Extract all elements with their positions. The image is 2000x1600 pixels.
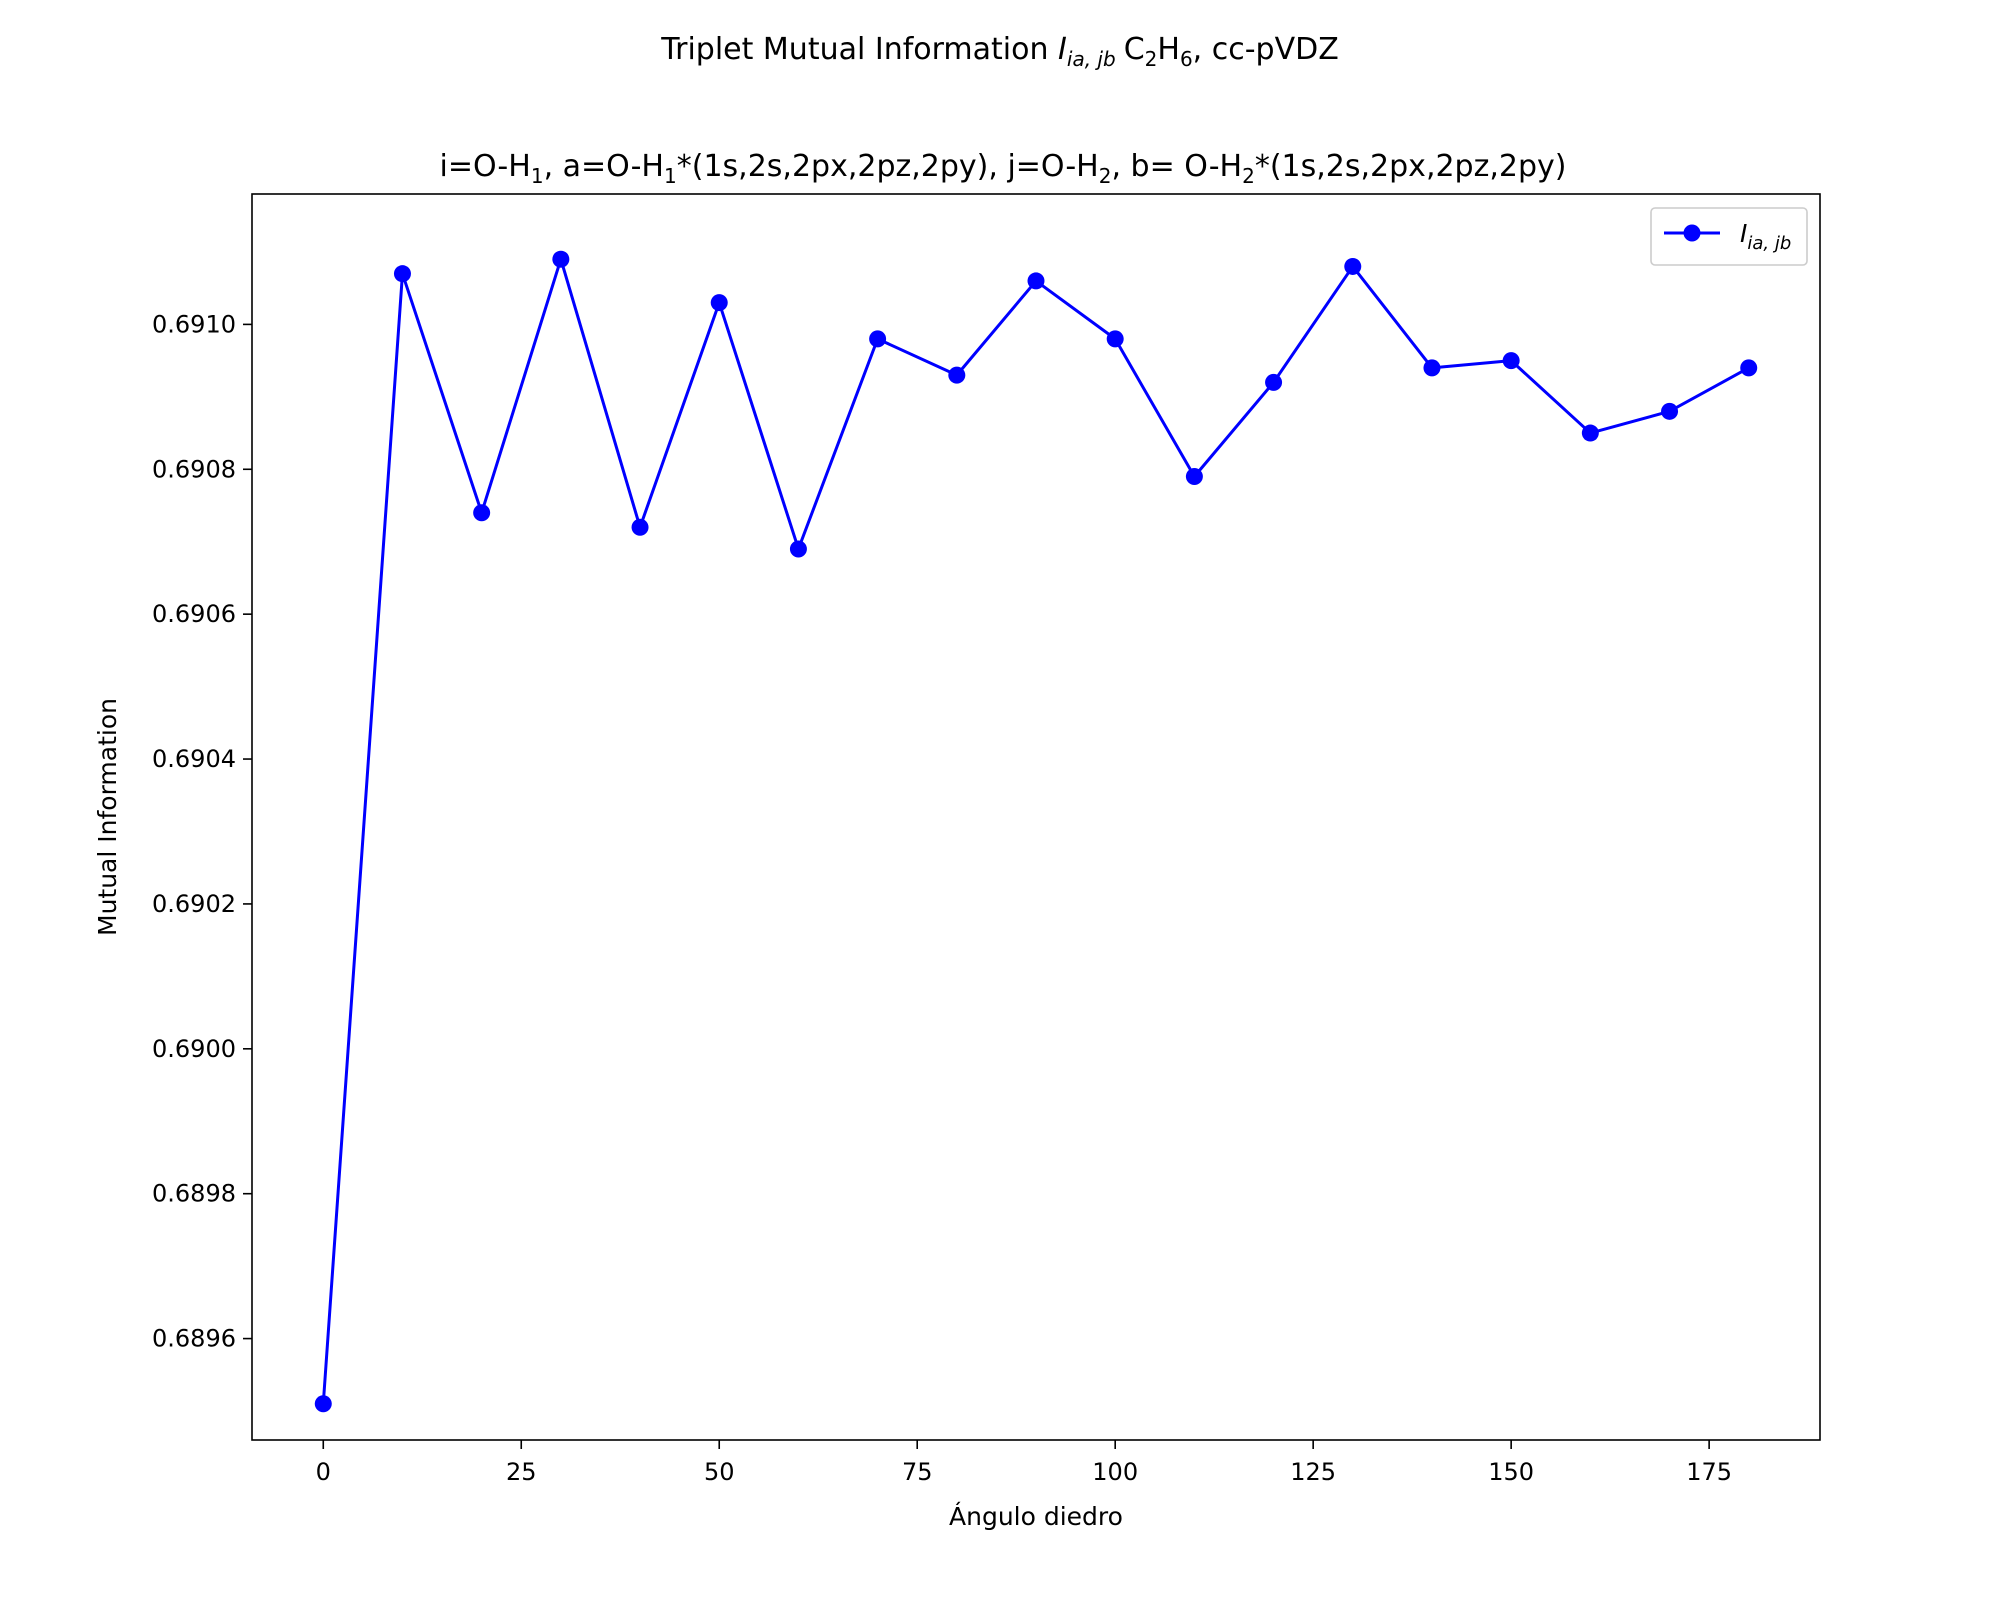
y-tick-label: 0.6906 (152, 600, 236, 628)
x-tick-label: 125 (1290, 1458, 1336, 1486)
x-axis: 0 25 50 75 100 125 150 175 (316, 1440, 1732, 1486)
y-tick-label: 0.6900 (152, 1035, 236, 1063)
y-tick-label: 0.6904 (152, 745, 236, 773)
x-tick-label: 150 (1488, 1458, 1534, 1486)
y-tick-label: 0.6898 (152, 1180, 236, 1208)
suptitle-mol-b: H (1157, 32, 1180, 67)
data-point (393, 265, 411, 283)
x-tick-label: 0 (316, 1458, 331, 1486)
x-tick-label: 50 (704, 1458, 735, 1486)
y-tick-label: 0.6910 (152, 310, 236, 338)
legend-marker-swatch (1683, 224, 1701, 242)
data-point (473, 504, 491, 522)
legend-symbol: I (1740, 219, 1747, 248)
data-point (1185, 468, 1203, 486)
data-point (1423, 359, 1441, 377)
data-point (1581, 424, 1599, 442)
axes-frame (251, 193, 1821, 1441)
axes-title-part: *(1s,2s,2px,2pz,2py), j=O-H (677, 149, 1099, 184)
data-point (1106, 330, 1124, 348)
axes-title-part: 1 (531, 164, 544, 188)
data-point (710, 294, 728, 312)
axes-title-part: *(1s,2s,2px,2pz,2py) (1255, 149, 1567, 184)
data-point (631, 518, 649, 536)
data-point (1344, 257, 1362, 275)
axes-title-part: 1 (664, 164, 677, 188)
data-point (869, 330, 887, 348)
data-point (1265, 373, 1283, 391)
data-point (948, 366, 966, 384)
x-axis-label: Ángulo diedro (949, 1502, 1123, 1531)
suptitle-mol-a-sub: 2 (1145, 47, 1158, 71)
x-tick-label: 75 (902, 1458, 933, 1486)
data-point (1661, 402, 1679, 420)
x-tick-label: 25 (506, 1458, 537, 1486)
suptitle-symbol-subscript: ia, jb (1067, 47, 1116, 71)
axes-title: i=O-H1, a=O-H1*(1s,2s,2px,2pz,2py), j=O-… (440, 149, 1567, 188)
y-tick-label: 0.6902 (152, 890, 236, 918)
axes-title-part: , a=O-H (544, 149, 664, 184)
axes-title-part: i=O-H (440, 149, 531, 184)
data-point (1502, 352, 1520, 370)
suptitle-mol-b-sub: 6 (1180, 47, 1193, 71)
suptitle-suffix: , cc-pVDZ (1193, 32, 1339, 67)
legend: Iia, jb (1650, 207, 1808, 266)
suptitle-mol-a: C (1124, 32, 1145, 67)
axes-title-part: 2 (1242, 164, 1255, 188)
data-point (789, 540, 807, 558)
axes-title-part: , b= O-H (1111, 149, 1242, 184)
y-tick-label: 0.6908 (152, 455, 236, 483)
legend-label: Iia, jb (1740, 219, 1791, 254)
legend-subscript: ia, jb (1747, 233, 1791, 254)
y-axis-label: Mutual Information (93, 698, 122, 936)
legend-box (1650, 207, 1808, 266)
suptitle-symbol: I (1058, 32, 1067, 67)
y-tick-label: 0.6896 (152, 1325, 236, 1353)
axes-title-part: 2 (1099, 164, 1112, 188)
data-point (1027, 272, 1045, 290)
data-point (552, 250, 570, 268)
x-tick-label: 100 (1092, 1458, 1138, 1486)
data-point (1740, 359, 1758, 377)
y-axis: 0.6896 0.6898 0.6900 0.6902 0.6904 0.6906 0.69… (152, 310, 252, 1353)
x-tick-label: 175 (1686, 1458, 1732, 1486)
suptitle-prefix: Triplet Mutual Information (660, 32, 1058, 67)
data-point (314, 1395, 332, 1413)
plot-area (314, 250, 1758, 1413)
chart-suptitle: Triplet Mutual Information Iia, jb C2H6, … (660, 32, 1339, 71)
